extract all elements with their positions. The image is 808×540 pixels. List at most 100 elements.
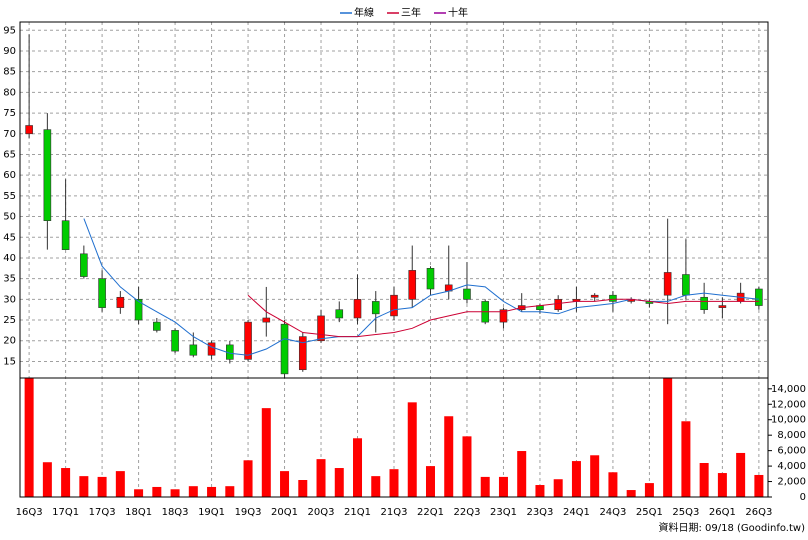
volume-bar	[407, 402, 417, 497]
volume-bar	[608, 472, 618, 497]
volume-bar	[553, 479, 563, 497]
volume-bar	[316, 459, 326, 497]
volume-bar	[444, 416, 454, 497]
x-tick-label: 18Q3	[162, 507, 189, 518]
x-tick-label: 19Q3	[235, 507, 262, 518]
y-tick-label: 65	[3, 149, 16, 160]
x-tick-label: 20Q3	[308, 507, 335, 518]
candle-body	[353, 299, 362, 319]
x-tick-label: 24Q1	[563, 507, 590, 518]
volume-bar	[353, 438, 363, 497]
candle-body	[335, 309, 344, 319]
y2-tick-label: 12,000	[771, 399, 806, 410]
candle-body	[755, 288, 763, 306]
candle-body	[663, 272, 672, 296]
volume-bar	[24, 378, 34, 497]
volume-bar	[298, 480, 308, 497]
volume-bar	[42, 462, 52, 497]
candle-body	[700, 296, 708, 310]
volume-bar	[681, 421, 691, 497]
volume-bar	[626, 490, 636, 497]
volume-bar	[152, 486, 162, 497]
volume-bar	[97, 476, 107, 497]
y-tick-label: 80	[3, 87, 16, 98]
volume-bar	[590, 455, 600, 497]
volume-bar	[663, 378, 673, 497]
volume-bar	[170, 489, 180, 497]
y-tick-label: 20	[3, 336, 16, 347]
volume-bar	[480, 476, 490, 497]
candle-body	[134, 299, 143, 321]
candle-body	[98, 278, 106, 308]
legend-label: 年線	[354, 6, 374, 19]
volume-bar	[644, 483, 654, 497]
legend-label: 三年	[401, 6, 421, 19]
ma-line	[247, 294, 759, 338]
x-tick-label: 16Q3	[16, 507, 43, 518]
x-tick-label: 26Q3	[745, 507, 772, 518]
x-tick-label: 25Q1	[636, 507, 663, 518]
candle-body	[554, 299, 562, 310]
volume-bar	[754, 474, 764, 497]
volume-bar	[425, 466, 435, 497]
y2-tick-label: 4,000	[777, 461, 806, 472]
y-tick-label: 35	[3, 274, 16, 285]
y2-tick-label: 2,000	[777, 477, 806, 488]
x-tick-label: 18Q1	[125, 507, 152, 518]
y-tick-label: 70	[3, 129, 16, 140]
volume-bar	[717, 473, 727, 497]
x-tick-label: 20Q1	[271, 507, 298, 518]
candle-body	[262, 317, 271, 323]
volume-bar	[243, 460, 253, 497]
y2-tick-label: 8,000	[777, 430, 806, 441]
volume-bar	[188, 486, 198, 497]
volume-bar	[371, 476, 381, 497]
y-tick-label: 95	[3, 25, 16, 36]
candle-body	[153, 321, 161, 331]
x-tick-label: 19Q1	[198, 507, 225, 518]
volume-bar	[61, 468, 71, 497]
x-tick-label: 21Q1	[344, 507, 371, 518]
y-tick-label: 60	[3, 170, 16, 181]
candle-body	[609, 294, 617, 302]
volume-frame	[19, 377, 769, 498]
candle-body	[116, 296, 125, 308]
y-tick-label: 55	[3, 191, 16, 202]
volume-bar	[79, 476, 89, 497]
y2-tick-label: 6,000	[777, 446, 806, 457]
volume-bar	[517, 451, 527, 497]
candle-body	[590, 294, 599, 298]
volume-bar	[699, 463, 709, 497]
candle-body	[189, 344, 198, 356]
candle-body	[371, 301, 380, 315]
grid	[20, 22, 768, 497]
candle-body	[298, 336, 307, 371]
legend-label: 十年	[448, 6, 468, 19]
note: 資料日期: 09/18 (Goodinfo.tw)	[658, 521, 805, 534]
x-tick-label: 24Q3	[599, 507, 626, 518]
volume-bar	[261, 408, 271, 497]
x-tick-label: 17Q1	[52, 507, 79, 518]
candle-body	[25, 125, 33, 135]
y-tick-label: 25	[3, 315, 16, 326]
x-tick-label: 22Q1	[417, 507, 444, 518]
volume-bar	[736, 452, 746, 497]
y-tick-label: 50	[3, 212, 16, 223]
volume-bar	[535, 485, 545, 497]
volume-bar	[207, 486, 217, 497]
volume-bar	[571, 461, 581, 497]
candle-body	[244, 321, 252, 360]
volume-bar	[462, 436, 472, 497]
y-tick-label: 40	[3, 253, 16, 264]
candle-body	[426, 268, 435, 290]
candle-body	[43, 129, 52, 221]
candle-body	[390, 294, 398, 317]
x-tick-label: 17Q3	[89, 507, 116, 518]
x-tick-label: 22Q3	[453, 507, 480, 518]
volume-bar	[498, 476, 508, 497]
y2-tick-label: 14,000	[771, 384, 806, 395]
volume-bar	[134, 489, 144, 497]
candle-body	[171, 330, 179, 352]
candle-body	[317, 315, 325, 342]
